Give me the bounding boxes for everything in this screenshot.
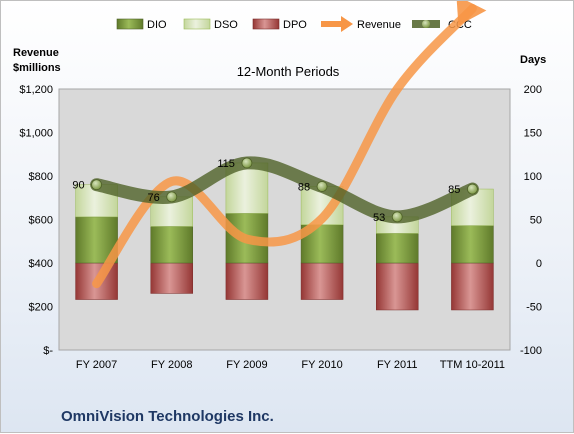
ccc-point [91,179,102,191]
ccc-point [166,191,178,203]
revenue-series [92,1,487,289]
x-tick-label: FY 2011 [377,359,418,371]
ccc-point [467,183,478,195]
ccc-data-label: 88 [298,181,310,193]
ccc-point [391,211,403,223]
left-tick-label: $1,200 [19,84,53,96]
right-tick-label: -50 [526,302,542,314]
left-tick-label: $400 [29,258,53,270]
bar-dpo [451,262,494,311]
right-tick-label: 200 [524,84,542,96]
revenue-line [92,4,477,289]
ccc-data-label: 115 [217,158,235,170]
right-axis-ticks: -100 -50 0 50 100 150 200 [520,84,542,357]
right-tick-label: 150 [524,128,542,140]
bar-dpo [150,262,193,294]
ccc-series: 90 76 115 88 53 85 [72,156,479,224]
legend-label-dso: DSO [214,19,238,31]
right-tick-label: -100 [520,345,542,357]
ccc-data-label: 85 [448,184,460,196]
legend-label-revenue: Revenue [357,19,401,31]
bar-dio [451,225,494,264]
ccc-point [241,157,253,169]
bar-dio [150,226,193,264]
bar-dpo [300,262,344,300]
x-tick-label: TTM 10-2011 [440,359,505,371]
bar-dpo [225,262,269,300]
plot-area [58,88,511,351]
left-tick-label: $- [43,345,53,357]
chart-title: 12-Month Periods [237,64,340,79]
x-tick-label: FY 2010 [301,359,342,371]
right-tick-label: 50 [530,215,542,227]
legend-swatch-revenue-head [341,16,353,32]
left-axis-title-line1: Revenue [13,47,59,59]
ccc-data-label: 90 [72,180,84,192]
x-tick-label: FY 2007 [76,359,117,371]
legend-label-dio: DIO [147,19,167,31]
left-tick-label: $800 [29,171,53,183]
company-name: OmniVision Technologies Inc. [61,408,274,425]
bar-dio [376,233,419,264]
left-axis-title-line2: $millions [13,62,61,74]
right-tick-label: 100 [524,171,542,183]
left-tick-label: $1,000 [19,128,53,140]
legend-swatch-dpo [252,18,280,30]
left-tick-label: $600 [29,215,53,227]
ccc-data-label: 76 [148,192,160,204]
legend-swatch-dso [183,18,211,30]
legend-swatch-ccc-dot [422,20,430,28]
ccc-point [316,181,328,192]
right-tick-label: 0 [536,258,542,270]
x-axis-ticks: FY 2007 FY 2008 FY 2009 FY 2010 FY 2011 TTM 1… [76,359,505,371]
left-axis-ticks: $- $200 $400 $600 $800 $1,000 $1,200 [19,84,53,357]
legend-swatch-dio [116,18,144,30]
right-axis-title: Days [520,54,546,66]
bar-dpo [376,262,419,311]
left-tick-label: $200 [29,302,53,314]
ccc-data-label: 53 [373,212,385,224]
legend: DIO DSO DPO Revenue CCC [116,16,472,32]
revenue-arrowhead [456,1,487,26]
x-tick-label: FY 2008 [151,359,192,371]
legend-label-dpo: DPO [283,19,307,31]
x-tick-label: FY 2009 [226,359,267,371]
